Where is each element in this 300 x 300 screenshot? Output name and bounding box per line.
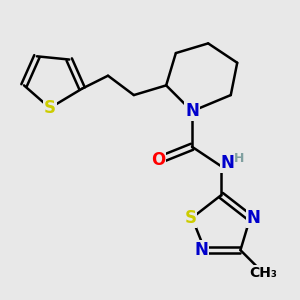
Text: S: S [184,209,196,227]
Text: N: N [220,154,235,172]
Text: S: S [44,99,56,117]
Text: O: O [151,151,165,169]
Text: CH₃: CH₃ [249,266,277,280]
Text: N: N [185,102,199,120]
Text: N: N [195,241,208,259]
Text: N: N [246,209,260,227]
Text: H: H [234,152,244,165]
